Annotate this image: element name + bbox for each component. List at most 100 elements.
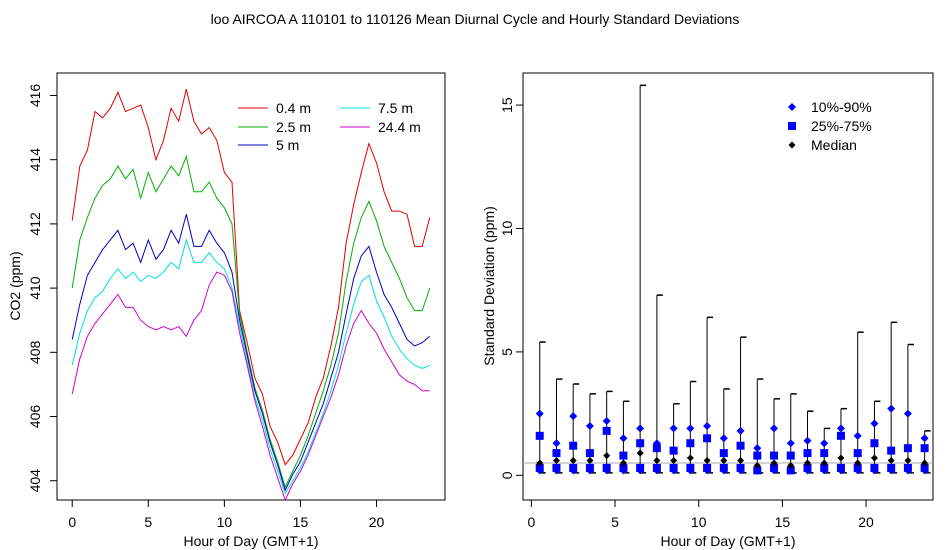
left-x-axis-label: Hour of Day (GMT+1) [184,533,319,549]
median-marker [753,461,761,469]
p75-marker [753,451,762,460]
p75-marker [820,449,829,458]
p25-marker [820,463,829,472]
p90-marker [619,434,628,443]
p90-marker [903,409,912,418]
left-y-tick-label: 404 [27,469,43,493]
p75-marker [920,444,929,453]
figure-title: loo AIRCOA A 110101 to 110126 Mean Diurn… [210,11,740,27]
left-x-tick-label: 15 [293,514,309,530]
left-series-lines [71,88,431,502]
right-y-tick-label: 5 [499,348,515,356]
p75-marker [686,439,695,448]
legend-marker [788,103,796,111]
legend-label: Median [811,137,857,153]
right-y-tick-label: 10 [499,221,515,237]
median-marker [603,452,611,460]
p25-marker [770,463,779,472]
legend-marker [788,122,796,130]
median-marker [921,459,929,467]
left-y-tick-label: 408 [27,340,43,364]
median-marker [787,461,795,469]
p75-marker [853,449,862,458]
right-x-tick-label: 10 [691,514,707,530]
p75-marker [770,451,779,460]
p75-marker [585,449,594,458]
p25-marker [903,463,912,472]
p75-marker [552,449,561,458]
p90-marker [552,439,561,448]
legend-label: 0.4 m [276,100,311,116]
p90-marker [585,421,594,430]
left-legend: 0.4 m 2.5 m 5 m 7.5 m 24.4 m [238,100,421,153]
p90-marker [636,424,645,433]
p25-marker [585,463,594,472]
p90-marker [836,424,845,433]
p90-marker [820,439,829,448]
right-x-axis: 0 5 10 15 20 [527,499,874,530]
p90-marker [719,434,728,443]
p90-marker [920,434,929,443]
p75-marker [703,434,712,443]
right-marks [523,84,933,475]
p90-marker [736,426,745,435]
p75-marker [870,439,879,448]
median-marker [820,459,828,467]
p75-marker [836,431,845,440]
legend-label: 24.4 m [378,119,421,135]
median-marker [904,457,912,465]
median-marker [636,449,644,457]
p25-marker [836,463,845,472]
median-marker [854,459,862,467]
p90-marker [686,424,695,433]
left-x-tick-label: 10 [217,514,233,530]
median-marker [703,457,711,465]
p75-marker [652,444,661,453]
p75-marker [786,451,795,460]
p75-marker [719,449,728,458]
p25-marker [619,463,628,472]
p90-marker [803,436,812,445]
p75-marker [903,444,912,453]
p25-marker [786,466,795,475]
left-plot-frame [56,72,446,501]
p90-marker [887,404,896,413]
p25-marker [736,463,745,472]
right-x-axis-label: Hour of Day (GMT+1) [661,533,796,549]
p90-marker [853,431,862,440]
series-line-5-m [71,214,431,492]
p25-marker [686,463,695,472]
series-line-7-5-m [71,238,430,495]
right-panel: 0 5 10 15 20 0 5 10 15 10%-90% 25%-75% Median Hou… [481,72,934,549]
median-marker [870,454,878,462]
median-marker [569,457,577,465]
p25-marker [669,463,678,472]
p75-marker [636,439,645,448]
legend-marker [788,141,796,149]
legend-label: 7.5 m [378,100,413,116]
p75-marker [619,451,628,460]
p90-marker [535,409,544,418]
left-y-tick-label: 414 [27,148,43,172]
p75-marker [736,441,745,450]
left-x-tick-label: 20 [369,514,385,530]
left-y-axis-label: CO2 (ppm) [7,251,23,320]
p25-marker [703,463,712,472]
p90-marker [753,444,762,453]
p90-marker [870,419,879,428]
right-plot-frame [522,72,934,501]
p25-marker [920,463,929,472]
p75-marker [602,426,611,435]
p25-marker [887,463,896,472]
left-y-tick-label: 410 [27,276,43,300]
p25-marker [803,463,812,472]
left-x-tick-label: 0 [68,514,76,530]
left-x-axis: 0 5 10 15 20 [68,499,385,530]
p25-marker [535,463,544,472]
median-marker [837,454,845,462]
median-marker [586,457,594,465]
right-legend: 10%-90% 25%-75% Median [788,99,872,153]
right-x-tick-label: 20 [858,514,874,530]
right-y-axis: 0 5 10 15 [499,97,523,479]
